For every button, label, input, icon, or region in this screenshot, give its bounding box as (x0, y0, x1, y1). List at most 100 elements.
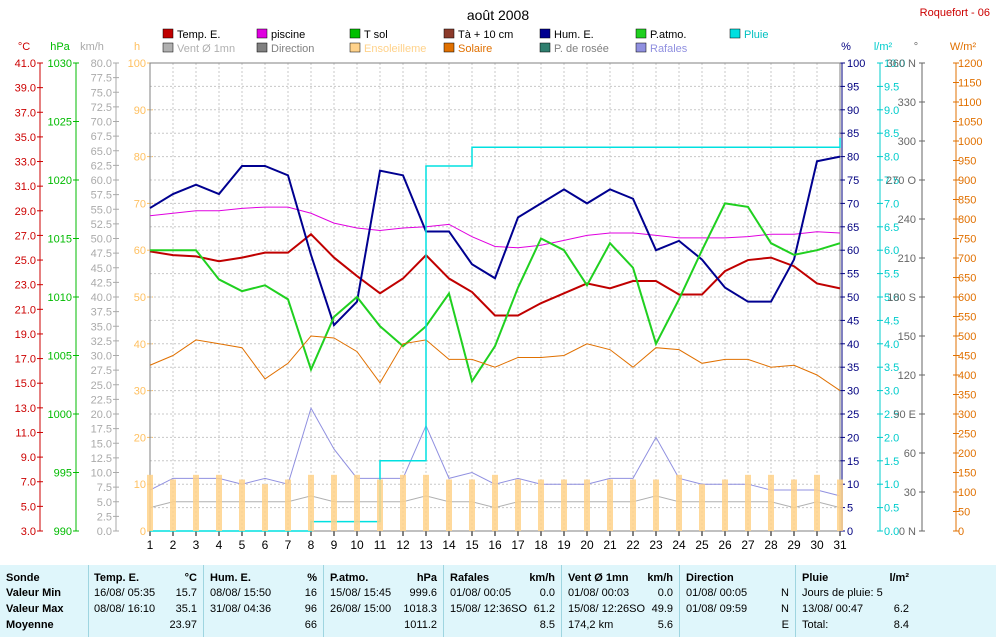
axis-label-rain: 1.5 (884, 456, 899, 468)
stats-avg: E (781, 619, 789, 631)
axis-label-press: 990 (54, 526, 72, 538)
stats-max: N (781, 603, 789, 615)
axis-label-wind: 47.5 (91, 248, 112, 260)
sunshine-bar (561, 479, 567, 531)
sunshine-bar (515, 479, 521, 531)
axis-label-dir: 30 (904, 487, 916, 499)
stats-column: Direction 01/08/ 00:05 N 01/08/ 09:59 N E (680, 565, 796, 637)
axis-label-solar: 100 (958, 487, 976, 499)
legend-swatch (349, 28, 361, 39)
axis-label-temp: 7.0 (21, 477, 36, 489)
x-tick-label: 18 (534, 538, 548, 552)
x-tick-label: 19 (557, 538, 571, 552)
axis-label-wind: 67.5 (91, 131, 112, 143)
legend-label: Rafales (650, 43, 688, 55)
axis-label-temp: 19.0 (15, 329, 36, 341)
legend-label: P.atmo. (650, 29, 687, 41)
legend-label: Solaire (458, 43, 492, 55)
stats-max-date: 08/08/ 16:10 (94, 603, 156, 615)
axis-unit-press: hPa (50, 41, 70, 53)
axis-label-press: 1010 (48, 292, 72, 304)
axis-label-dir: 300 (898, 136, 916, 148)
axis-label-rain: 8.5 (884, 128, 899, 140)
x-tick-label: 10 (350, 538, 364, 552)
x-tick-label: 23 (649, 538, 663, 552)
stats-avg: 1011.2 (404, 619, 437, 631)
axis-label-dir: 270 O (886, 175, 916, 187)
axis-label-sun: 0 (140, 526, 146, 538)
legend-label: P. de rosée (554, 43, 609, 55)
stats-max-date: 15/08/ 12:36SO (450, 603, 528, 615)
sunshine-bar (745, 474, 751, 531)
row-label-max: Valeur Max (6, 603, 64, 615)
axis-label-sun: 70 (134, 198, 146, 210)
axis-label-hum: 100 (847, 58, 865, 70)
legend-swatch (635, 28, 647, 39)
legend-swatch (349, 42, 361, 53)
axis-unit-rain: l/m² (874, 41, 893, 53)
axis-label-solar: 1100 (958, 97, 982, 109)
axis-label-wind: 60.0 (91, 175, 112, 187)
axis-label-temp: 35.0 (15, 132, 36, 144)
axis-unit-temp: °C (18, 41, 30, 53)
sunshine-bar (423, 474, 429, 531)
stats-column: Rafales km/h 01/08/ 00:05 0.0 15/08/ 12:36SO… (444, 565, 562, 637)
stats-min-date: Jours de pluie: 5 (802, 587, 883, 599)
axis-label-wind: 40.0 (91, 292, 112, 304)
stats-max-date: 15/08/ 12:26SO (568, 603, 646, 615)
stats-column: Hum. E.% 08/08/ 15:50 16 31/08/ 04:36 96 66 (204, 565, 324, 637)
sunshine-bar (308, 474, 314, 531)
stats-min-date: 15/08/ 15:45 (330, 587, 392, 599)
axis-label-wind: 50.0 (91, 234, 112, 246)
axis-label-rain: 10.0 (884, 58, 905, 70)
axis-label-dir: 0 N (899, 526, 916, 538)
axis-label-dir: 210 (898, 253, 916, 265)
axis-label-solar: 150 (958, 468, 976, 480)
station-name: Roquefort - 06 (920, 7, 990, 19)
axis-label-rain: 4.0 (884, 339, 899, 351)
row-label-sonde: Sonde (6, 572, 40, 584)
stats-min: 15.7 (175, 587, 197, 599)
axis-label-sun: 10 (134, 479, 146, 491)
x-tick-label: 9 (331, 538, 338, 552)
stats-min-date: 08/08/ 15:50 (210, 587, 272, 599)
axis-label-solar: 950 (958, 156, 976, 168)
axis-label-sun: 90 (134, 105, 146, 117)
axis-label-hum: 75 (847, 175, 859, 187)
axis-label-temp: 37.0 (15, 107, 36, 119)
axis-label-wind: 10.0 (91, 468, 112, 480)
series-line-temp-e (149, 232, 841, 317)
axis-label-solar: 450 (958, 351, 976, 363)
axis-label-solar: 0 (958, 526, 964, 538)
stats-max-date: 26/08/ 15:00 (330, 603, 392, 615)
stats-unit: % (307, 572, 317, 584)
axis-label-wind: 70.0 (91, 117, 112, 129)
sunshine-bar (262, 484, 268, 531)
axis-label-solar: 700 (958, 253, 976, 265)
x-tick-label: 13 (419, 538, 433, 552)
axis-label-rain: 6.0 (884, 245, 899, 257)
x-tick-label: 26 (718, 538, 732, 552)
x-tick-label: 11 (374, 538, 387, 552)
axis-label-temp: 23.0 (15, 280, 36, 292)
stats-min: 16 (304, 587, 317, 599)
axis-label-wind: 0.0 (97, 526, 112, 538)
stats-header: P.atmo. (330, 572, 369, 584)
stats-min-date: 01/08/ 00:03 (568, 587, 630, 599)
axis-label-press: 1015 (48, 234, 72, 246)
x-tick-label: 17 (511, 538, 525, 552)
stats-column: Pluie l/m² Jours de pluie: 5 13/08/ 00:47 6.… (796, 565, 915, 637)
sunshine-bar (193, 474, 199, 531)
axis-label-solar: 1200 (958, 58, 982, 70)
axis-label-rain: 0.0 (884, 526, 899, 538)
x-tick-label: 31 (833, 538, 847, 552)
axis-label-press: 1025 (48, 117, 72, 129)
sunshine-bar (791, 479, 797, 531)
axis-label-wind: 65.0 (91, 146, 112, 158)
axis-label-solar: 900 (958, 175, 976, 187)
axis-label-press: 995 (54, 468, 72, 480)
series-line-hum-e (149, 155, 841, 327)
stats-min-date: 01/08/ 00:05 (686, 587, 748, 599)
statistics-table: Sonde Valeur Min Valeur Max Moyenne Temp… (0, 565, 996, 637)
stats-min-date: 16/08/ 05:35 (94, 587, 156, 599)
